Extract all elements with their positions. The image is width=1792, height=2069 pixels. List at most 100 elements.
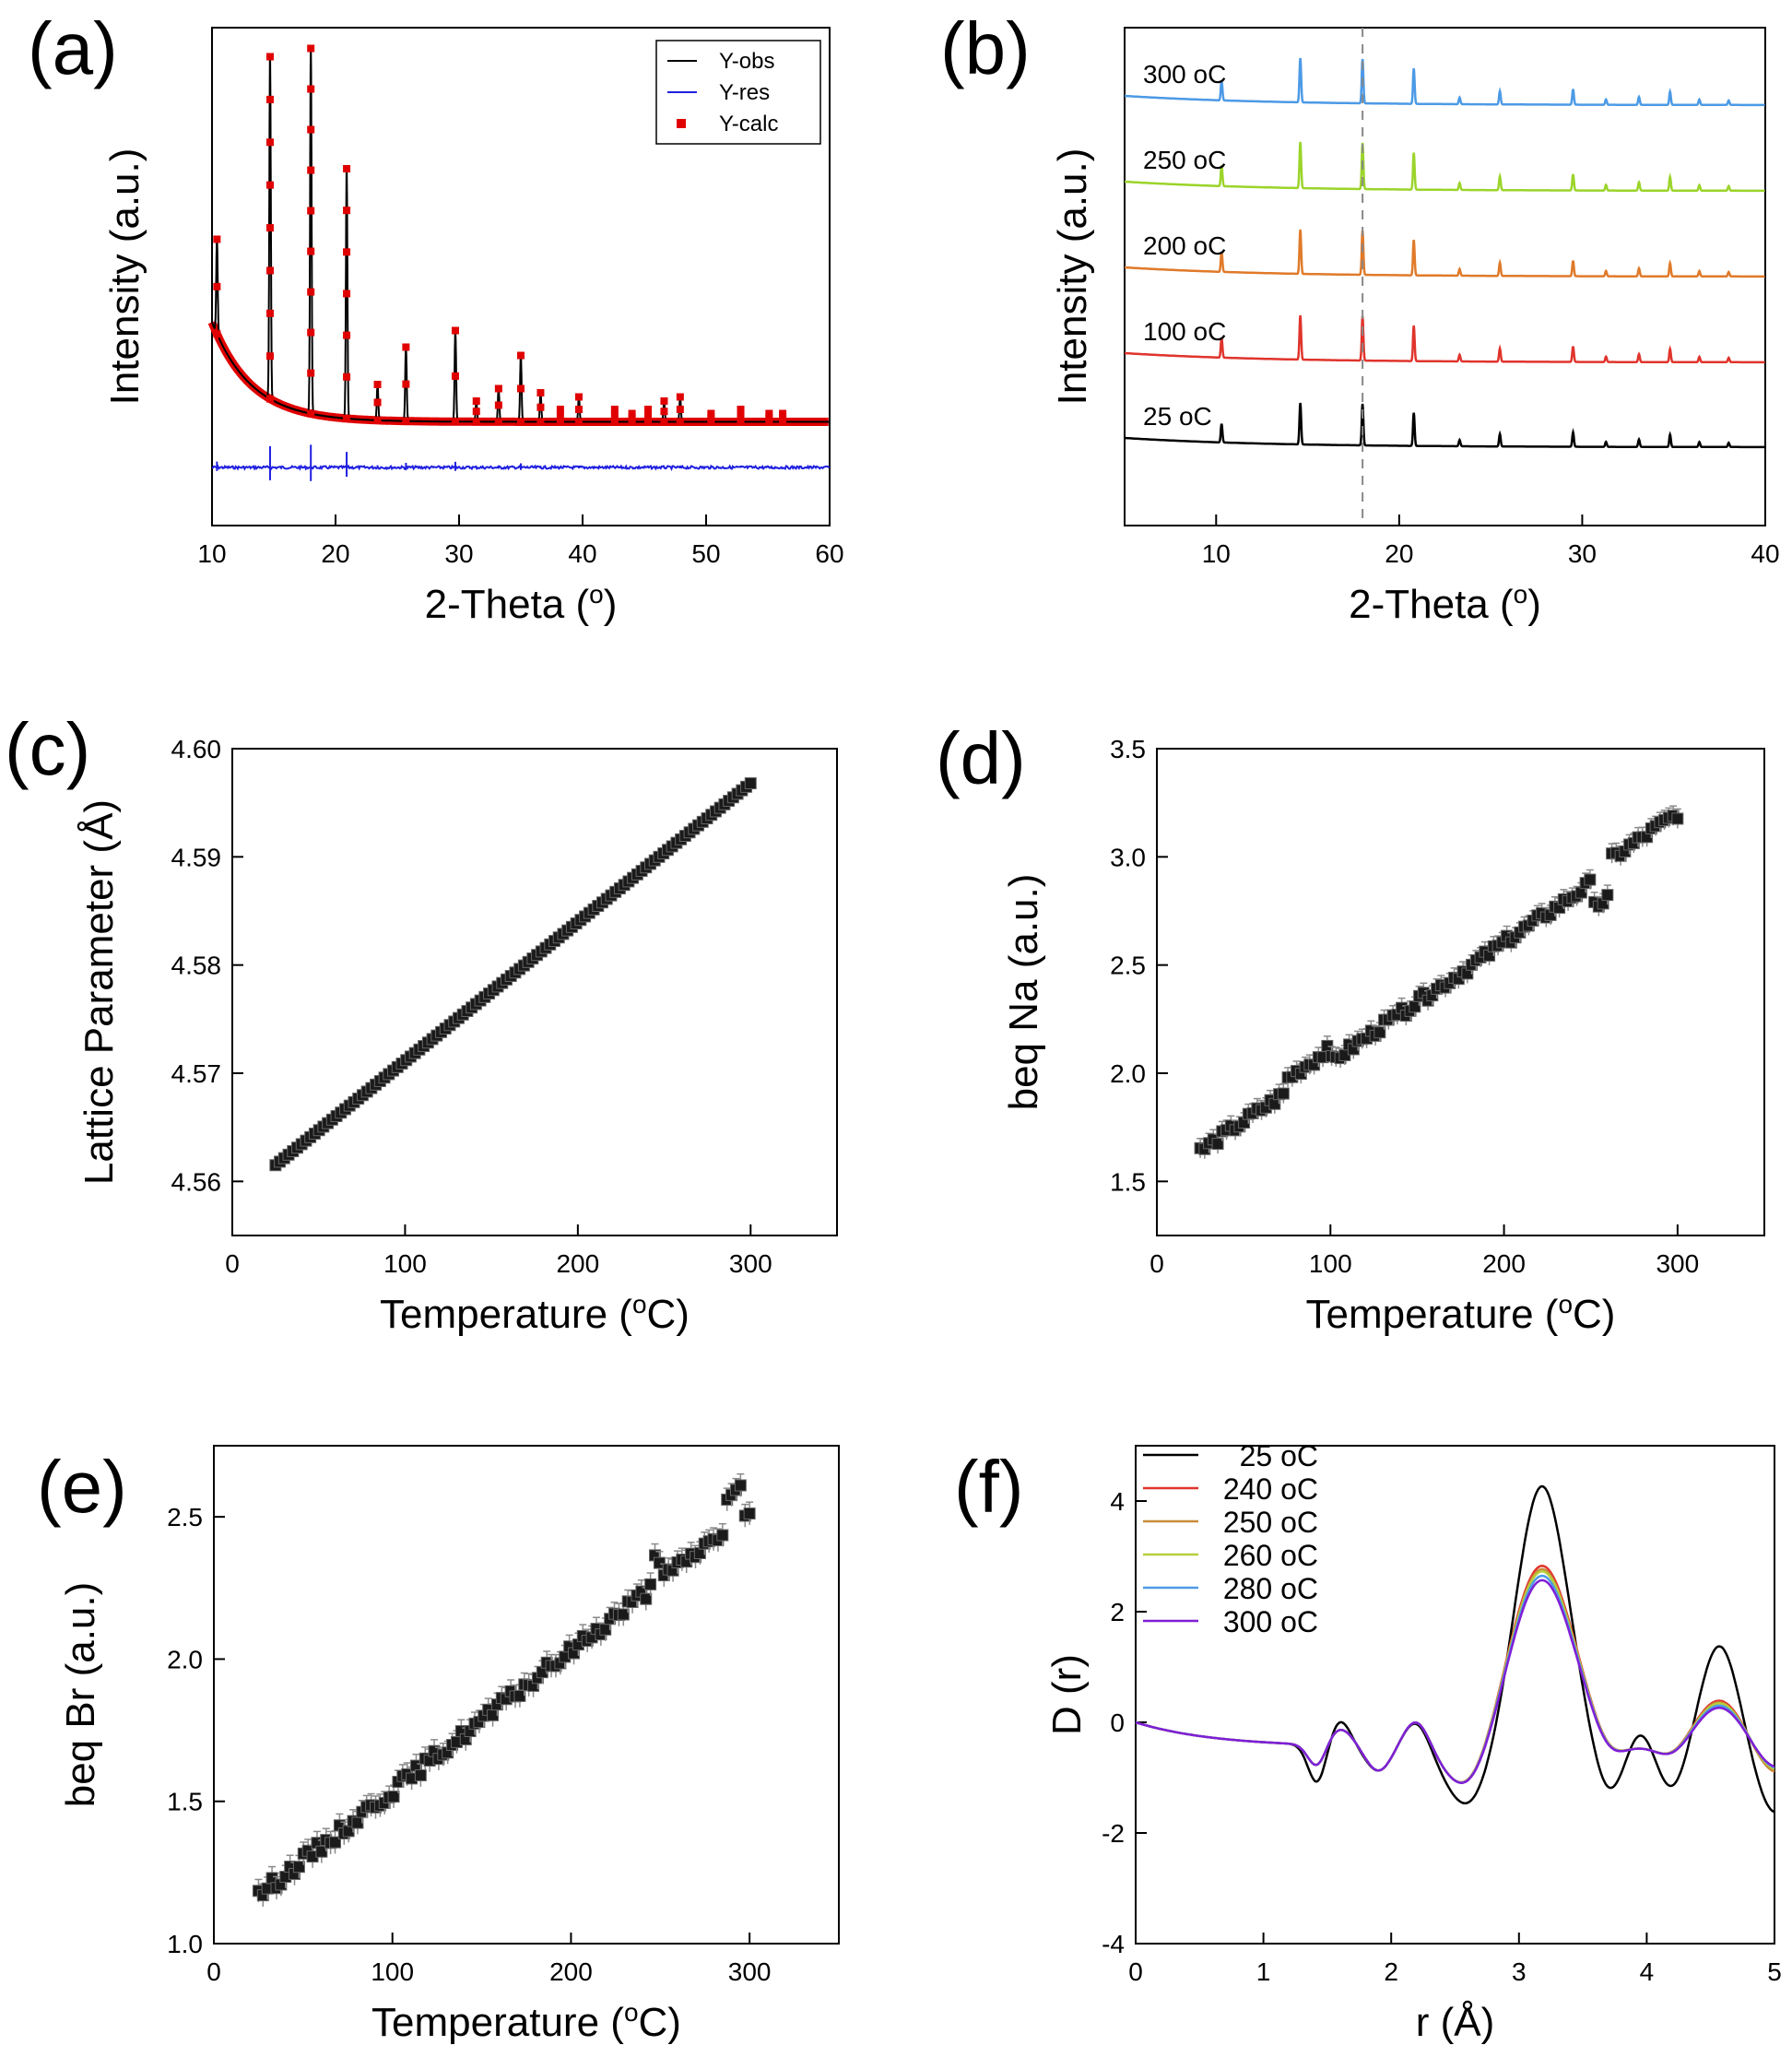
panel-label: (c) — [5, 708, 90, 790]
pattern-line — [1125, 57, 1765, 107]
data-point — [617, 1608, 630, 1621]
y-calc-marker — [660, 397, 668, 405]
pdf-line — [1135, 1578, 1775, 1784]
pattern-line — [1125, 402, 1765, 449]
y-calc-marker — [265, 181, 274, 189]
y-calc-marker — [343, 248, 351, 256]
y-calc-marker — [265, 352, 274, 361]
y-axis-title: Intensity (a.u.) — [102, 148, 147, 406]
y-calc-marker — [737, 418, 745, 426]
y-tick-label: 4.57 — [171, 1059, 222, 1088]
y-calc-marker — [402, 343, 410, 351]
y-tick-label: 3.5 — [1110, 735, 1146, 763]
y-calc-marker — [644, 406, 653, 413]
x-tick-label: 40 — [568, 539, 596, 568]
panel-b: (b) 10 20 30 40 Intensity (a.u.) 2-Theta (o) 25… — [940, 7, 1780, 627]
y-calc-marker — [556, 418, 564, 426]
y-calc-marker — [472, 418, 480, 426]
y-calc-marker — [610, 406, 619, 413]
plot-frame — [1124, 27, 1766, 526]
x-tick-label: 5 — [1767, 1957, 1782, 1986]
x-tick-label: 0 — [225, 1249, 240, 1278]
y-calc-marker — [402, 417, 410, 425]
legend-label: 240 oC — [1223, 1472, 1318, 1506]
y-calc-marker — [574, 393, 583, 401]
legend-label: 300 oC — [1223, 1605, 1318, 1638]
y-calc-marker — [307, 125, 315, 134]
x-tick-label: 200 — [549, 1957, 593, 1986]
x-tick-label: 1 — [1256, 1957, 1271, 1986]
y-calc-marker — [343, 331, 351, 339]
y-axis-title: Lattice Parameter (Å) — [77, 799, 122, 1185]
legend-label: 260 oC — [1223, 1539, 1318, 1572]
y-tick-label: 0 — [1110, 1708, 1125, 1737]
y-tick-label: 4 — [1110, 1487, 1125, 1516]
y-calc-marker — [265, 395, 274, 403]
y-calc-marker — [373, 381, 382, 388]
legend-swatch — [677, 119, 686, 128]
temperature-label: 25 oC — [1143, 402, 1212, 431]
y-tick-label: 4.60 — [171, 735, 222, 763]
y-axis-title: beq Br (a.u.) — [58, 1582, 103, 1808]
y-calc-marker — [494, 418, 502, 426]
x-tick-label: 0 — [1128, 1957, 1143, 1986]
y-calc-marker — [556, 406, 564, 413]
y-tick-label: 1.5 — [1110, 1167, 1146, 1196]
y-calc-marker — [494, 384, 502, 393]
y-calc-marker — [213, 282, 221, 290]
y-axis-title: Intensity (a.u.) — [1050, 148, 1095, 406]
y-calc-marker — [556, 411, 564, 420]
y-calc-marker — [517, 418, 525, 426]
y-calc-marker — [644, 411, 653, 420]
y-calc-marker — [265, 309, 274, 317]
panel-label: (b) — [940, 7, 1031, 89]
x-tick-label: 300 — [729, 1249, 772, 1278]
panel-d: (d) 0 100 200 300 1.5 2.0 2.5 3.0 3.5 beq Na (a.u.… — [936, 717, 1765, 1337]
y-tick-label: 2 — [1110, 1598, 1125, 1626]
pattern-line — [1125, 314, 1765, 364]
temperature-label: 200 oC — [1143, 231, 1226, 260]
x-tick-label: 2 — [1384, 1957, 1398, 1986]
y-tick-label: 4.59 — [171, 843, 222, 871]
y-calc-marker — [265, 266, 274, 275]
plot-frame — [213, 1445, 840, 1945]
y-calc-marker — [536, 418, 545, 426]
y-calc-marker — [628, 413, 636, 421]
plot-frame — [231, 748, 838, 1236]
data-point — [1277, 1087, 1290, 1100]
y-calc-marker — [574, 405, 583, 413]
x-tick-label: 300 — [1656, 1249, 1699, 1278]
y-calc-marker — [536, 403, 545, 411]
x-tick-label: 60 — [815, 539, 843, 568]
y-calc-marker — [660, 408, 668, 416]
panel-e: (e) 0 100 200 300 1.0 1.5 2.0 2.5 beq Br (a.u.) Te… — [37, 1445, 840, 2045]
y-calc-marker — [343, 165, 351, 172]
data-point — [744, 777, 757, 790]
x-tick-label: 30 — [444, 539, 473, 568]
panel-label: (a) — [28, 7, 118, 89]
x-axis-title: 2-Theta (o) — [1349, 580, 1541, 627]
x-axis-title: 2-Theta (o) — [425, 580, 618, 627]
x-tick-label: 20 — [321, 539, 349, 568]
y-calc-marker — [343, 414, 351, 422]
plot-frame — [1135, 1445, 1775, 1945]
y-calc-marker — [373, 416, 382, 424]
y-calc-marker — [343, 207, 351, 215]
y-calc-marker — [307, 288, 315, 296]
y-axis-title: D (r) — [1044, 1654, 1090, 1735]
plot-frame — [211, 27, 831, 526]
data-point — [1584, 873, 1597, 886]
panel-label: (d) — [936, 717, 1026, 799]
y-calc-marker — [517, 384, 525, 393]
pattern-line — [1125, 229, 1765, 278]
data-point — [329, 1836, 342, 1849]
x-tick-label: 100 — [371, 1957, 414, 1986]
y-calc-marker — [644, 418, 653, 426]
y-calc-marker — [265, 138, 274, 147]
y-calc-marker — [779, 413, 787, 421]
data-point — [1373, 1026, 1386, 1039]
y-calc-marker — [451, 372, 459, 380]
temperature-label: 300 oC — [1143, 60, 1226, 89]
y-calc-marker — [265, 95, 274, 103]
